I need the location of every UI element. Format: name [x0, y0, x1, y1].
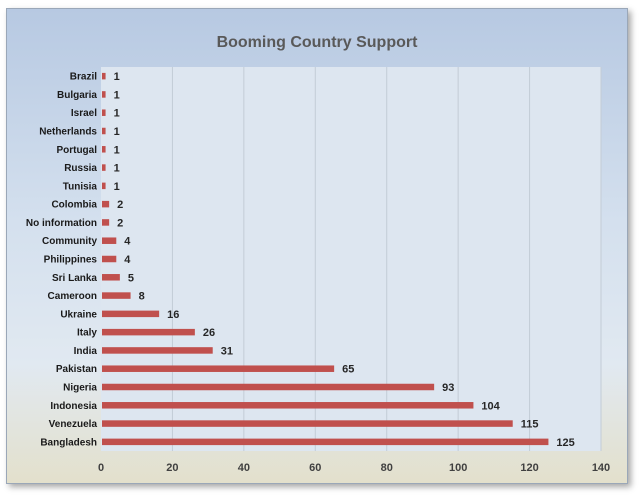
category-label: Nigeria	[63, 383, 97, 394]
data-label: 26	[203, 327, 215, 339]
data-label: 1	[114, 126, 120, 138]
x-tick-label: 100	[449, 462, 467, 474]
data-label: 104	[481, 400, 500, 412]
category-label: Tunisia	[63, 181, 98, 192]
data-label: 5	[128, 272, 134, 284]
x-axis-tick-labels: 0 20 40 60 80 100 120 140	[98, 462, 610, 474]
data-label: 1	[114, 89, 120, 101]
bar-nigeria	[102, 383, 435, 391]
x-tick-label: 0	[98, 462, 104, 474]
plot-area	[101, 67, 601, 451]
bar-israel	[102, 109, 106, 116]
bar-russia	[102, 164, 106, 171]
chart-container: Booming Country Support Brazil Bulgaria Is…	[6, 8, 628, 484]
data-label: 16	[167, 309, 179, 321]
x-tick-label: 40	[238, 462, 250, 474]
bar-ukraine	[102, 310, 160, 318]
category-label: Israel	[71, 108, 97, 119]
bar-tunisia	[102, 182, 106, 190]
category-label: Venezuela	[49, 419, 98, 430]
bar-netherlands	[102, 127, 106, 135]
category-label: Indonesia	[50, 401, 97, 412]
category-label: Community	[42, 236, 97, 247]
bar-pakistan	[102, 365, 335, 372]
data-label: 65	[342, 364, 354, 376]
bars	[102, 72, 549, 446]
category-label: Bangladesh	[40, 437, 97, 448]
category-label: India	[74, 346, 98, 357]
bar-colombia	[102, 200, 110, 208]
bar-community	[102, 237, 117, 244]
category-labels: Brazil Bulgaria Israel Netherlands Portugal R…	[26, 72, 98, 449]
bar-india	[102, 347, 213, 354]
x-tick-label: 140	[592, 462, 610, 474]
bar-portugal	[102, 146, 106, 153]
data-label: 2	[117, 217, 123, 229]
category-label: Pakistan	[56, 364, 97, 375]
grid-lines	[171, 67, 602, 451]
data-label: 8	[139, 291, 145, 303]
bar-sri-lanka	[102, 274, 120, 281]
bar-italy	[102, 328, 195, 336]
bar-indonesia	[102, 402, 474, 409]
data-label: 1	[114, 71, 120, 83]
category-label: Ukraine	[60, 309, 97, 320]
bar-cameroon	[102, 292, 131, 299]
x-tick-label: 20	[166, 462, 178, 474]
bar-no-information	[102, 219, 110, 226]
category-label: Sri Lanka	[52, 273, 97, 284]
category-label: Colombia	[51, 200, 97, 211]
category-label: Russia	[64, 163, 97, 174]
x-tick-label: 80	[381, 462, 393, 474]
bar-venezuela	[102, 420, 513, 427]
data-label: 1	[114, 108, 120, 120]
data-label: 115	[521, 419, 539, 431]
data-label: 93	[442, 382, 454, 394]
bar-philippines	[102, 255, 117, 263]
bar-bulgaria	[102, 91, 106, 98]
chart-title: Booming Country Support	[217, 34, 419, 51]
bar-chart: Booming Country Support Brazil Bulgaria Is…	[26, 34, 610, 474]
data-label: 2	[117, 199, 123, 211]
data-label: 4	[124, 236, 131, 248]
category-label: Cameroon	[48, 291, 97, 302]
data-label: 125	[556, 437, 574, 449]
data-label: 1	[114, 144, 120, 156]
category-label: Netherlands	[39, 127, 97, 138]
data-label: 4	[124, 254, 131, 266]
category-label: No information	[26, 218, 97, 229]
data-label: 1	[114, 181, 120, 193]
category-label: Portugal	[56, 145, 97, 156]
category-label: Brazil	[70, 72, 97, 83]
category-label: Philippines	[44, 255, 98, 266]
data-label: 1	[114, 163, 120, 175]
x-tick-label: 60	[309, 462, 321, 474]
category-label: Italy	[77, 328, 97, 339]
bar-bangladesh	[102, 438, 549, 446]
x-tick-label: 120	[520, 462, 538, 474]
data-label: 31	[221, 345, 233, 357]
category-label: Bulgaria	[57, 90, 97, 101]
bar-brazil	[102, 72, 106, 80]
